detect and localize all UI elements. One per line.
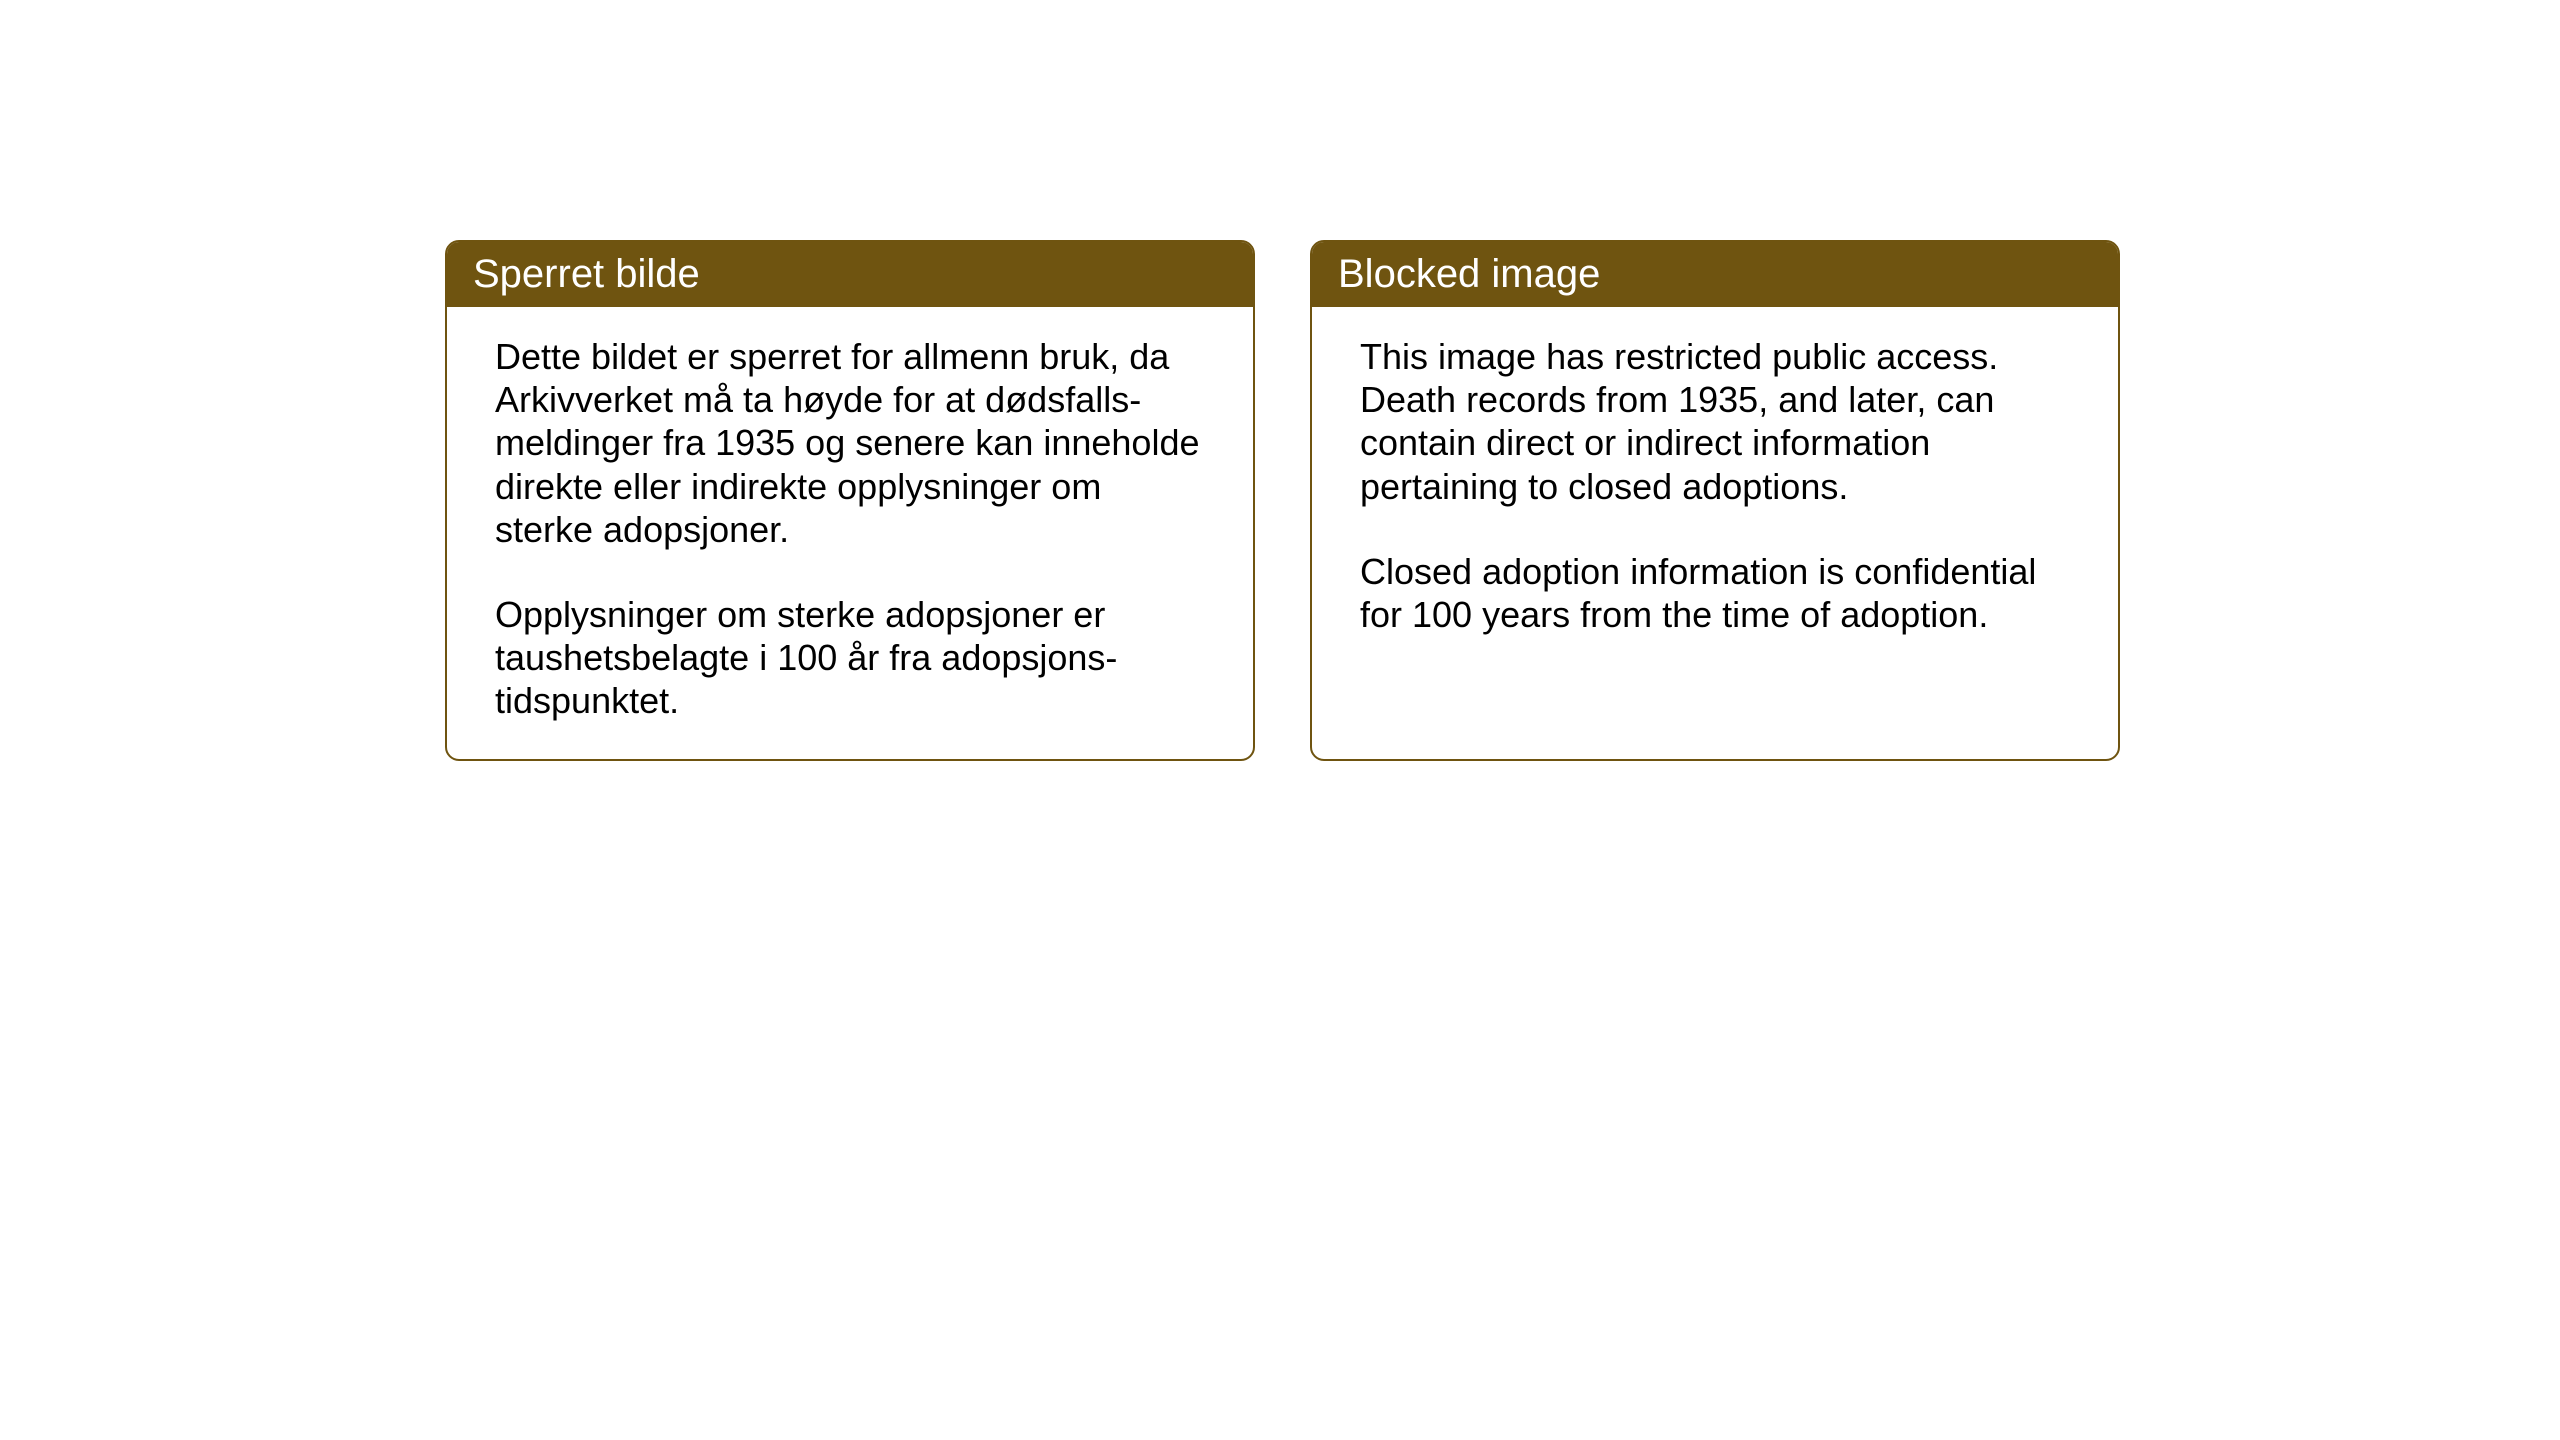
card-english-paragraph-1: This image has restricted public access.… (1360, 335, 2070, 508)
cards-container: Sperret bilde Dette bildet er sperret fo… (445, 240, 2120, 761)
card-english-title: Blocked image (1338, 252, 1600, 296)
card-norwegian-paragraph-1: Dette bildet er sperret for allmenn bruk… (495, 335, 1205, 551)
card-english-body: This image has restricted public access.… (1312, 307, 2118, 747)
card-english: Blocked image This image has restricted … (1310, 240, 2120, 761)
card-english-header: Blocked image (1312, 242, 2118, 307)
card-english-paragraph-2: Closed adoption information is confident… (1360, 550, 2070, 636)
card-norwegian: Sperret bilde Dette bildet er sperret fo… (445, 240, 1255, 761)
card-norwegian-title: Sperret bilde (473, 252, 700, 296)
card-norwegian-header: Sperret bilde (447, 242, 1253, 307)
card-norwegian-paragraph-2: Opplysninger om sterke adopsjoner er tau… (495, 593, 1205, 723)
card-norwegian-body: Dette bildet er sperret for allmenn bruk… (447, 307, 1253, 759)
